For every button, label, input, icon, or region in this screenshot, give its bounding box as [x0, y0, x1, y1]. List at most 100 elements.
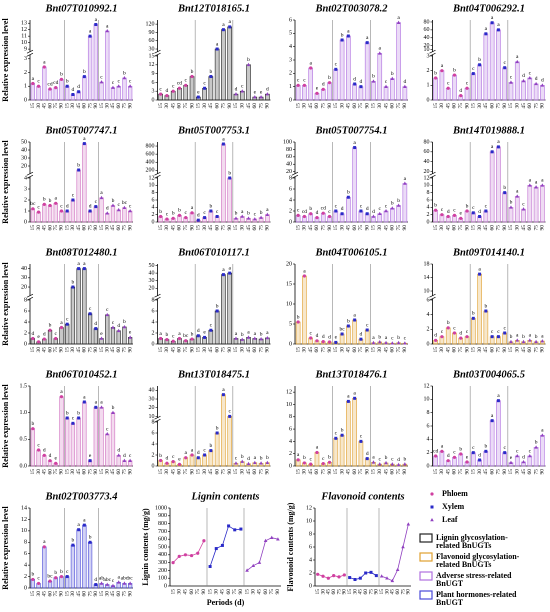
- point-marker: [459, 452, 463, 456]
- point-marker: [42, 202, 46, 206]
- bar: [514, 61, 520, 101]
- point-marker: [528, 338, 532, 342]
- point-marker: [534, 185, 538, 189]
- point-marker: [327, 81, 332, 85]
- axis-break-mark: [26, 293, 34, 298]
- significance-letter: d: [459, 330, 462, 336]
- x-tick-label: 45: [42, 347, 48, 353]
- y-tick-label: 3: [152, 89, 155, 95]
- bar: [87, 210, 93, 223]
- x-tick-label: 45: [445, 347, 451, 353]
- significance-letter: d: [322, 82, 325, 88]
- bar: [433, 77, 438, 101]
- bar: [227, 272, 233, 345]
- x-tick-label: 15: [30, 347, 36, 353]
- x-tick-label: 45: [483, 225, 489, 231]
- x-tick-label: 75: [221, 225, 227, 231]
- x-tick-label: 90: [93, 347, 99, 353]
- legend-swatch: [419, 571, 433, 581]
- x-tick-label: 60: [390, 103, 396, 109]
- bar: [389, 78, 395, 101]
- significance-letter: d: [197, 450, 200, 456]
- significance-letter: b: [341, 427, 344, 433]
- y-tick-label: 2: [152, 330, 155, 336]
- bar: [508, 207, 514, 223]
- bar: [383, 210, 389, 223]
- significance-letter: a: [43, 59, 46, 65]
- x-tick-label: 60: [352, 469, 358, 475]
- significance-letter: a: [106, 23, 109, 29]
- significance-letter: c: [529, 70, 532, 76]
- x-tick-label: 45: [110, 347, 116, 353]
- significance-letter: e: [260, 89, 263, 95]
- point-marker: [315, 91, 319, 95]
- point-marker: [59, 574, 64, 579]
- significance-letter: a: [185, 450, 188, 456]
- significance-letter: a: [529, 178, 532, 184]
- bar: [483, 33, 489, 101]
- significance-letter: b: [49, 323, 52, 329]
- bar: [122, 207, 127, 223]
- x-tick-label: 60: [47, 469, 53, 475]
- bar: [339, 434, 345, 467]
- significance-letter: c: [335, 431, 338, 437]
- y-tick-label: 8: [152, 190, 155, 196]
- significance-letter: d: [522, 73, 525, 79]
- x-tick-label: 60: [82, 591, 88, 597]
- y-tick-label: 100: [158, 576, 167, 582]
- significance-letter: b: [347, 190, 350, 196]
- point-marker: [165, 338, 169, 342]
- point-marker: [327, 460, 332, 464]
- y-tick-label: 4: [24, 319, 27, 325]
- y-tick-label: 500: [158, 544, 167, 550]
- x-tick-label: 30: [164, 225, 170, 231]
- x-tick-label: 75: [122, 225, 128, 231]
- x-tick-label: 90: [127, 225, 133, 231]
- point-marker: [315, 450, 319, 455]
- significance-letter: d: [43, 331, 46, 337]
- y-tick-label: 2: [309, 570, 312, 576]
- bar: [65, 85, 70, 101]
- bar: [122, 326, 127, 345]
- point-marker: [159, 214, 163, 219]
- point-marker: [105, 28, 110, 33]
- x-tick-label: 75: [496, 347, 502, 353]
- x-tick-label: 75: [358, 103, 364, 109]
- y-tick-label: 60: [286, 154, 292, 160]
- y-tick-label: 13: [21, 21, 27, 27]
- bar: [208, 329, 214, 345]
- significance-letter: c: [203, 447, 206, 453]
- significance-letter: a: [353, 140, 356, 146]
- axis-break-mark: [154, 171, 161, 176]
- bar: [489, 22, 495, 101]
- bar: [452, 332, 457, 345]
- significance-letter: d: [94, 321, 97, 327]
- x-tick-label: 30: [515, 103, 521, 109]
- bar: [70, 286, 76, 345]
- y-tick-label: 80: [424, 139, 430, 145]
- point-marker: [359, 85, 363, 89]
- point-marker: [377, 340, 382, 344]
- significance-letter: c: [335, 62, 338, 68]
- significance-letter: d: [322, 334, 325, 340]
- y-tick-label: 80: [286, 147, 292, 153]
- panel-title: Bnt13T018475.1: [177, 369, 250, 380]
- y-tick-label: 2: [152, 212, 155, 218]
- point-marker: [165, 217, 169, 221]
- point-marker: [31, 427, 35, 431]
- significance-letter: c: [472, 66, 475, 72]
- point-marker: [203, 335, 207, 339]
- bar: [116, 330, 121, 345]
- x-tick-label: 45: [76, 591, 82, 597]
- legend-label: BnUGT: [436, 598, 464, 607]
- x-tick-label: 90: [540, 103, 546, 109]
- x-tick-label: 45: [483, 469, 489, 475]
- point-marker: [116, 84, 121, 88]
- significance-letter: b: [123, 70, 126, 76]
- bar: [47, 329, 53, 345]
- bar: [295, 321, 301, 345]
- bar: [464, 210, 470, 223]
- bar: [396, 22, 401, 101]
- significance-letter: a: [191, 205, 194, 211]
- x-tick-label: 90: [502, 225, 508, 231]
